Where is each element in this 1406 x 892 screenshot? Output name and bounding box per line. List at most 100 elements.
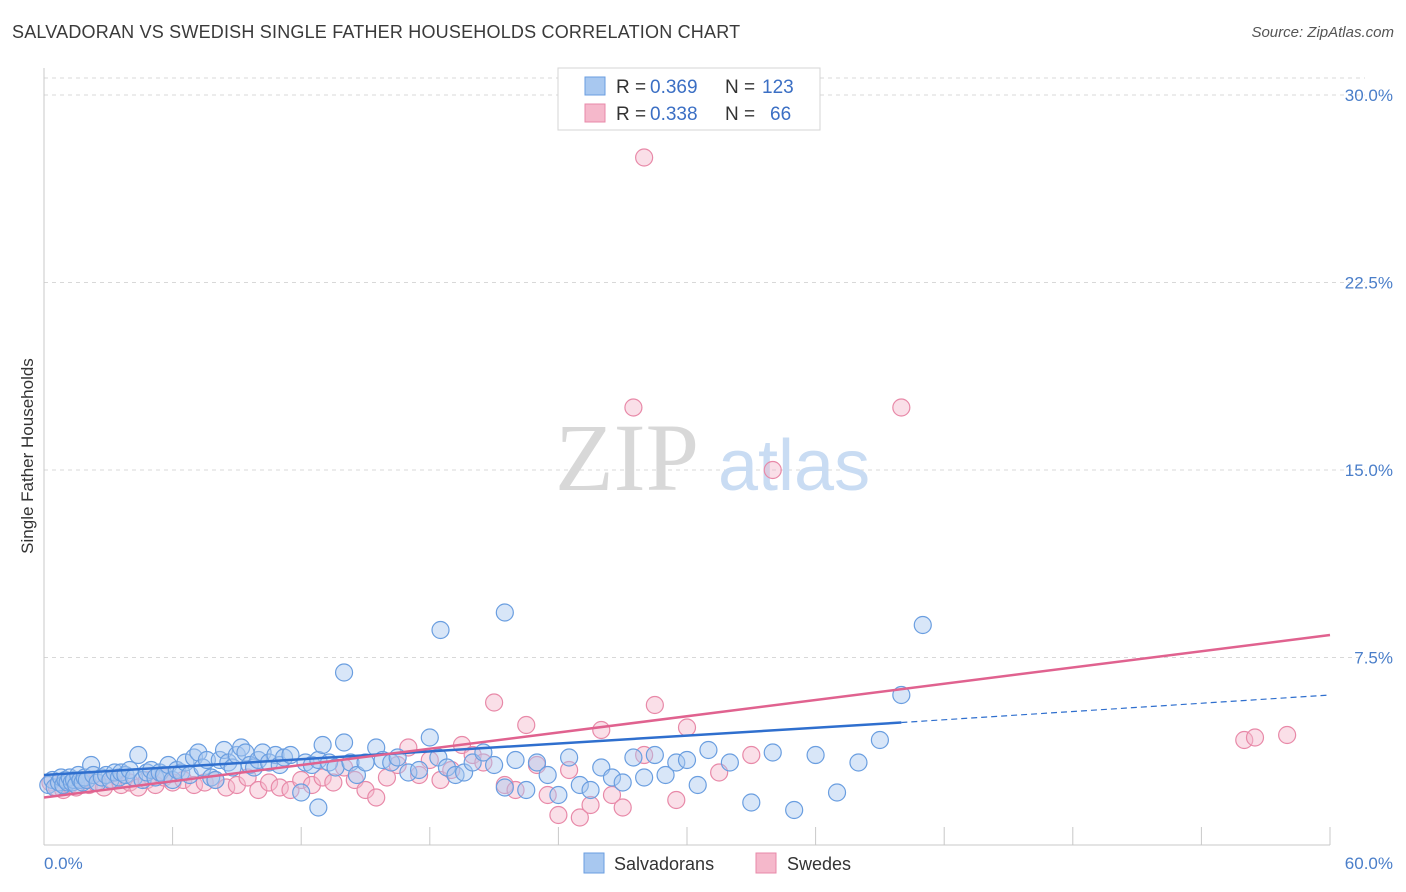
salvadorans-point <box>870 730 890 750</box>
x-tick-label-max: 60.0% <box>1345 854 1393 873</box>
swedes-point <box>645 695 664 715</box>
salvadorans-point <box>309 798 328 817</box>
swedes-point <box>517 715 536 735</box>
salvadorans-point <box>635 768 654 787</box>
swedes-point <box>184 775 204 795</box>
swedes-point <box>313 768 332 787</box>
legend-n-label: N = <box>725 104 755 125</box>
salvadorans-point <box>613 773 632 792</box>
salvadorans-point <box>347 765 367 785</box>
series-legend: Salvadorans Swedes <box>583 852 851 874</box>
salvadorans-point <box>570 775 589 795</box>
y-tick-label: 7.5% <box>1354 649 1393 668</box>
salvadorans-point <box>806 745 825 765</box>
salvadorans-trend-line <box>43 721 902 777</box>
salvadorans-point <box>785 800 804 820</box>
swedes-point <box>613 798 632 817</box>
salvadorans-point <box>495 778 514 797</box>
swedes-point <box>249 780 268 800</box>
salvadorans-point <box>656 765 675 785</box>
y-tick-label: 22.5% <box>1345 274 1393 293</box>
salvadorans-point <box>688 775 707 795</box>
swedes-point <box>324 773 343 792</box>
swedes-point <box>409 765 429 785</box>
axes <box>43 68 1331 846</box>
swedes-point <box>624 398 643 417</box>
x-tick-label-min: 0.0% <box>44 854 83 873</box>
swedes-point <box>377 768 397 787</box>
swedes-point <box>538 785 557 805</box>
salvadorans-point <box>399 763 418 782</box>
swedes-point <box>485 693 504 712</box>
y-tick-label: 15.0% <box>1345 461 1393 480</box>
swedes-point <box>356 780 375 800</box>
swedes-point <box>474 753 493 772</box>
swedes-point <box>635 745 654 765</box>
watermark-atlas: atlas <box>718 426 870 506</box>
swedes-point <box>570 808 589 827</box>
legend-swatch-swedes <box>584 103 606 123</box>
salvadorans-point <box>420 728 439 747</box>
legend-n-value: 66 <box>770 104 791 125</box>
swedes-point <box>463 745 482 765</box>
swedes-point <box>227 775 246 795</box>
swedes-point <box>592 720 611 740</box>
salvadorans-point <box>506 750 525 770</box>
salvadorans-point <box>495 603 514 622</box>
swedes-point <box>302 775 322 795</box>
swedes-point <box>549 805 568 825</box>
source-credit: Source: ZipAtlas.com <box>1251 24 1394 41</box>
salvadorans-point <box>431 620 450 640</box>
salvadorans-point <box>334 733 354 752</box>
salvadorans-point <box>645 745 664 765</box>
swedes-trend-line <box>43 633 1331 799</box>
salvadorans-point <box>581 780 600 800</box>
salvadorans-point <box>129 745 148 765</box>
legend-n-value: 123 <box>762 77 794 98</box>
swedes-point <box>742 745 761 765</box>
swedes-point <box>217 778 236 797</box>
legend-n-label: N = <box>725 77 755 98</box>
legend-r-value: 0.338 <box>650 104 698 125</box>
salvadorans-point <box>763 743 782 762</box>
legend-r-label: R = <box>616 77 646 98</box>
salvadorans-point <box>292 783 311 802</box>
salvadorans-point <box>485 755 504 775</box>
legend-swatch-salvadorans <box>584 76 606 96</box>
salvadorans-point <box>517 780 536 800</box>
salvadorans-point <box>313 735 332 755</box>
salvadorans-point <box>699 740 718 760</box>
salvadorans-point <box>913 615 932 635</box>
swedes-point <box>270 778 289 797</box>
series-salvadorans-points <box>39 603 932 820</box>
salvadorans-point <box>549 785 568 805</box>
legend-label-salvadorans: Salvadorans <box>614 854 714 874</box>
salvadorans-point <box>409 760 429 780</box>
legend-r-label: R = <box>616 104 646 125</box>
swedes-point <box>259 773 279 792</box>
salvadorans-trend-extension <box>901 694 1331 724</box>
swedes-point <box>892 398 911 417</box>
salvadorans-point <box>720 753 739 772</box>
salvadorans-point <box>827 783 847 802</box>
trend-lines <box>43 633 1331 799</box>
legend-label-swedes: Swedes <box>787 854 851 874</box>
watermark: ZIP atlas <box>555 404 870 511</box>
swedes-point <box>635 148 654 167</box>
legend-r-value: 0.369 <box>650 77 698 98</box>
salvadorans-point <box>667 753 686 772</box>
y-tick-labels: 7.5% 15.0% 22.5% 30.0% <box>1345 86 1393 668</box>
legend-swatch-swedes-bottom <box>755 852 777 874</box>
correlation-legend: R = 0.369 N = 123 R = 0.338 N = 66 <box>557 67 821 131</box>
salvadorans-point <box>849 753 868 772</box>
salvadorans-point <box>527 753 547 772</box>
grid-lines <box>44 77 1365 658</box>
salvadorans-point <box>560 748 579 767</box>
salvadorans-point <box>334 663 354 682</box>
salvadorans-point <box>538 765 557 785</box>
swedes-point <box>506 780 525 800</box>
swedes-point <box>1235 730 1254 750</box>
swedes-point <box>581 795 600 815</box>
chart-title: SALVADORAN VS SWEDISH SINGLE FATHER HOUS… <box>12 22 741 42</box>
